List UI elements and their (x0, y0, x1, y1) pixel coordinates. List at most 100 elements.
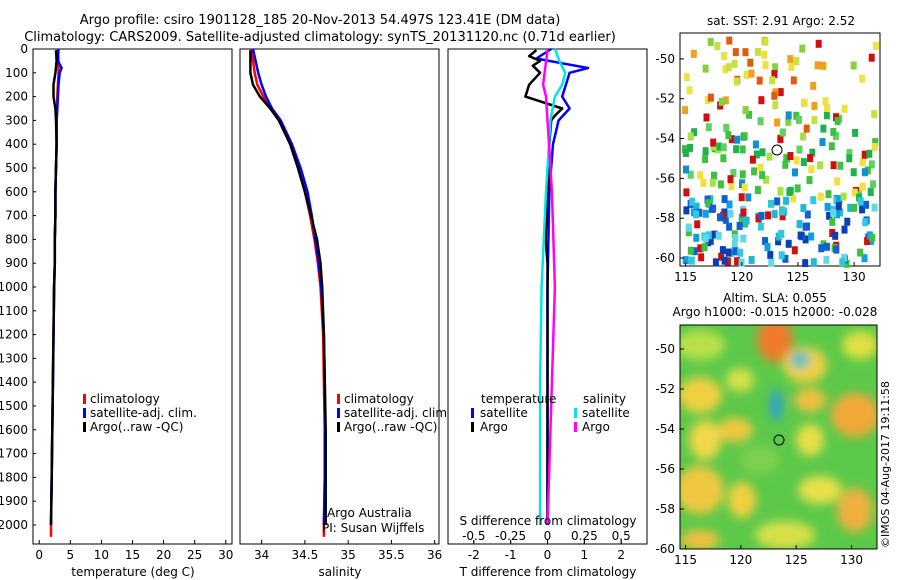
sst-cell (738, 193, 745, 202)
legend-swatch (471, 422, 474, 432)
legend-swatch (83, 422, 86, 432)
sst-cell (832, 231, 839, 240)
sst-cell (797, 231, 804, 240)
sst-cell (802, 259, 809, 268)
sst-cell (772, 101, 779, 109)
sst-cell (687, 246, 694, 255)
sst-cell (772, 63, 779, 72)
sst-cell (700, 178, 707, 187)
sst-cell (871, 143, 878, 151)
sst-cell (830, 209, 837, 217)
sst-cell (751, 167, 758, 176)
temperature-axes-frame (32, 48, 233, 545)
sst-cell (734, 135, 741, 144)
map-x-tick-label: 130 (843, 270, 866, 284)
sst-cell (732, 233, 739, 242)
difference-xlabel: T difference from climatology (459, 565, 637, 579)
sst-cell (711, 171, 717, 180)
sst-cell (768, 258, 775, 267)
depth-tick-label: 1100 (0, 304, 28, 318)
x-tick-label: 10 (94, 548, 109, 562)
sst-cell (722, 65, 729, 74)
sst-cell (834, 117, 841, 125)
depth-tick-label: 500 (5, 161, 28, 175)
sst-cell (784, 154, 791, 163)
depth-tick-label: 1300 (0, 351, 28, 365)
legend-swatch (337, 408, 340, 418)
temperature-x-ticks: 0 5 10 15 20 25 30 (35, 540, 233, 562)
sst-cell (823, 255, 830, 264)
x-tick-label: 20 (156, 548, 171, 562)
sst-cell (847, 203, 854, 212)
sst-cell (703, 113, 710, 122)
sla-map-panel: Altim. SLA: 0.055 Argo h1000: -0.015 h20… (655, 291, 878, 567)
sst-cell (793, 111, 800, 120)
sla-map-y-ticks: -50 -52 -54 -56 -58 -60 (655, 342, 684, 556)
sst-cell (698, 253, 705, 262)
sst-cell (811, 101, 818, 110)
map-y-tick-label: -54 (655, 422, 675, 436)
x-tick-label: 0 (35, 548, 43, 562)
sst-cell (779, 212, 786, 221)
depth-tick-label: 100 (5, 66, 28, 80)
legend-label: climatology (90, 392, 160, 406)
map-y-tick-label: -54 (655, 132, 675, 146)
sst-cell (727, 209, 734, 218)
sst-cell (705, 199, 712, 208)
sst-cell (862, 218, 869, 227)
sst-cell (841, 104, 848, 113)
sst-cell (796, 115, 802, 124)
sst-cell (837, 161, 844, 170)
sst-cell (825, 190, 832, 199)
sst-cell (817, 192, 824, 201)
sst-cell (746, 110, 753, 119)
profile-line-argo-raw-qc- (249, 50, 327, 525)
sst-cell (803, 124, 810, 133)
salinity-profiles (249, 48, 327, 537)
x-tick-label: 0 (544, 529, 552, 543)
sst-cell (790, 194, 797, 203)
sst-cell (720, 143, 727, 152)
sst-cell (718, 97, 725, 106)
x-tick-label: -0.5 (462, 529, 485, 543)
sla-float-marker (773, 434, 785, 446)
sst-cell (720, 211, 727, 220)
x-tick-label: 0.25 (571, 529, 598, 543)
sst-cell (868, 53, 875, 62)
legend-salinity-title: salinity (583, 392, 626, 406)
sst-cell (802, 235, 809, 244)
sst-cell (785, 117, 792, 126)
sst-cell (749, 155, 756, 164)
legend-swatch (574, 422, 577, 432)
sst-cell (762, 61, 769, 69)
sst-cell (718, 252, 725, 261)
depth-tick-label: 1500 (0, 399, 28, 413)
sst-cell (779, 207, 786, 216)
x-tick-label: 25 (187, 548, 202, 562)
legend-swatch (83, 394, 86, 404)
sst-cell (868, 160, 875, 169)
sst-cell (763, 175, 770, 184)
sst-cell (743, 71, 750, 79)
legend-swatch (83, 408, 86, 418)
sst-cell (852, 128, 859, 137)
depth-tick-label: 1900 (0, 494, 28, 508)
sst-cell (742, 48, 749, 57)
profile-line-argo (541, 50, 557, 526)
depth-tick-label: 200 (5, 90, 28, 104)
sst-cell (823, 111, 830, 120)
sst-cell (747, 58, 754, 67)
sst-cell (714, 42, 721, 50)
sla-map-x-ticks: 115 120 125 130 (674, 545, 863, 567)
sst-cell (787, 152, 794, 160)
sst-cell (833, 196, 840, 205)
sst-cell (808, 232, 815, 241)
legend-swatch (471, 408, 474, 418)
sst-cell (739, 145, 746, 154)
sst-cell (707, 93, 714, 102)
sst-cell (682, 106, 689, 115)
sst-cell (736, 222, 743, 230)
sst-cell (722, 215, 729, 224)
sst-cell (682, 256, 689, 265)
